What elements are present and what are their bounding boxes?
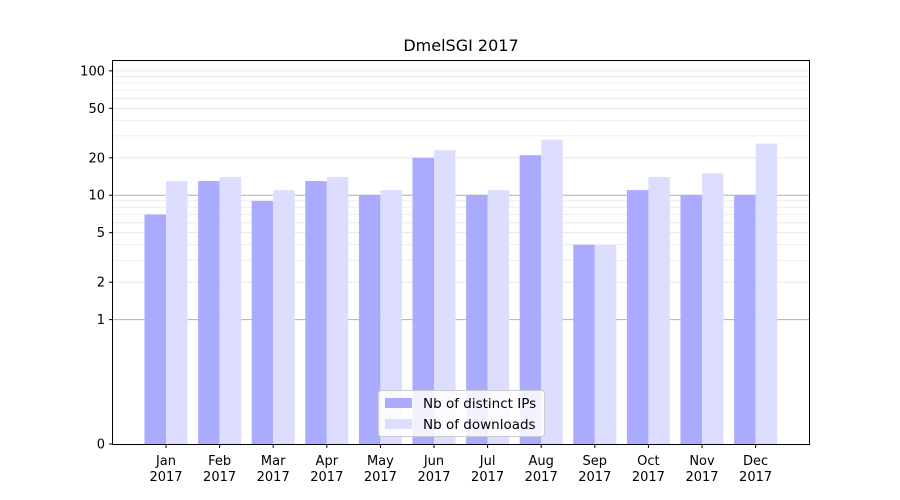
chart-title: DmelSGI 2017	[403, 36, 518, 55]
x-tick-label: May 2017	[364, 454, 397, 485]
x-tick-label: Apr 2017	[310, 454, 343, 485]
bar-downloads	[380, 190, 402, 444]
bar-downloads	[648, 177, 670, 444]
bar-ips	[466, 195, 488, 444]
y-tick-label: 10	[88, 189, 105, 204]
bar-downloads	[434, 150, 456, 445]
bar-downloads	[166, 181, 188, 444]
bar-ips	[734, 195, 756, 444]
bar-downloads	[273, 190, 295, 444]
x-tick-label: Mar 2017	[257, 454, 290, 485]
x-tick-label: Dec 2017	[739, 454, 772, 485]
y-tick-label: 0	[97, 438, 105, 453]
legend-label: Nb of downloads	[423, 417, 536, 433]
y-tick-label: 1	[97, 313, 105, 328]
x-tick-label: Nov 2017	[685, 454, 718, 485]
y-tick-label: 100	[80, 64, 105, 79]
y-tick-label: 50	[88, 102, 105, 117]
legend: Nb of distinct IPs Nb of downloads	[378, 390, 545, 437]
bar-downloads	[219, 177, 242, 444]
y-tick-label: 2	[97, 276, 105, 291]
bar-ips	[680, 195, 702, 444]
x-tick-label: Oct 2017	[632, 454, 665, 485]
bar-ips	[412, 157, 434, 444]
bar-ips	[573, 244, 595, 444]
bar-downloads	[702, 173, 724, 444]
x-tick-label: Aug 2017	[525, 454, 558, 485]
x-axis: Jan 2017 Feb 2017 Mar 2017 Apr 2017 May 2017 Jun 20…	[149, 444, 772, 485]
bar-downloads	[541, 139, 563, 444]
y-tick-label: 5	[97, 226, 105, 241]
bar-ips	[251, 200, 274, 444]
bar-ips	[305, 181, 327, 444]
y-tick-label: 20	[88, 151, 105, 166]
bar-ips	[358, 195, 381, 444]
legend-swatch	[385, 398, 412, 408]
x-tick-label: Sep 2017	[578, 454, 611, 485]
bar-downloads	[755, 143, 778, 444]
x-tick-label: Jun 2017	[417, 454, 450, 485]
legend-label: Nb of distinct IPs	[423, 396, 536, 412]
bar-ips	[198, 181, 220, 444]
legend-box	[378, 390, 545, 437]
bar-downloads	[326, 177, 349, 444]
bars	[144, 139, 778, 445]
bar-ips	[626, 190, 649, 444]
x-tick-label: Feb 2017	[203, 454, 236, 485]
bar-downloads	[594, 244, 617, 444]
plot-area-frame	[112, 60, 810, 445]
legend-swatch	[385, 419, 412, 429]
x-tick-label: Jan 2017	[149, 454, 182, 485]
x-tick-label: Jul 2017	[471, 454, 504, 485]
bar-downloads	[487, 190, 510, 444]
bar-ips	[144, 214, 166, 444]
y-axis: 0 1 2 5 10 20 50 100	[80, 64, 113, 453]
bar-ips	[519, 155, 542, 444]
